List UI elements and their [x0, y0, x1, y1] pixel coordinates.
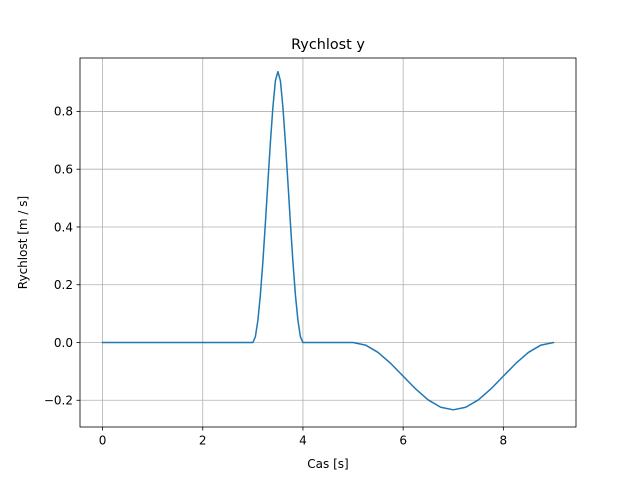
series-line: [101, 70, 555, 411]
y-tick-label: 0.4: [54, 220, 73, 234]
x-tick-label: 8: [500, 434, 508, 448]
y-tick-label: 0.8: [54, 105, 73, 119]
x-tick-label: 6: [399, 434, 407, 448]
series-group: [101, 70, 555, 411]
x-tick-label: 0: [99, 434, 107, 448]
y-axis: −0.2 0.0 0.2 0.4 0.6 0.8: [44, 105, 80, 408]
chart-title: Rychlost y: [291, 37, 365, 53]
grid-lines: [80, 58, 576, 427]
y-tick-label: 0.2: [54, 278, 73, 292]
x-tick-label: 4: [299, 434, 307, 448]
x-tick-label: 2: [199, 434, 207, 448]
y-tick-label: 0.6: [54, 163, 73, 177]
y-tick-label: 0.0: [54, 336, 73, 350]
y-tick-label: −0.2: [44, 394, 73, 408]
x-axis-label: Cas [s]: [307, 457, 348, 471]
y-axis-label: Rychlost [m / s]: [16, 196, 30, 289]
x-axis: 0 2 4 6 8: [99, 427, 507, 448]
plot-frame: [79, 57, 577, 428]
